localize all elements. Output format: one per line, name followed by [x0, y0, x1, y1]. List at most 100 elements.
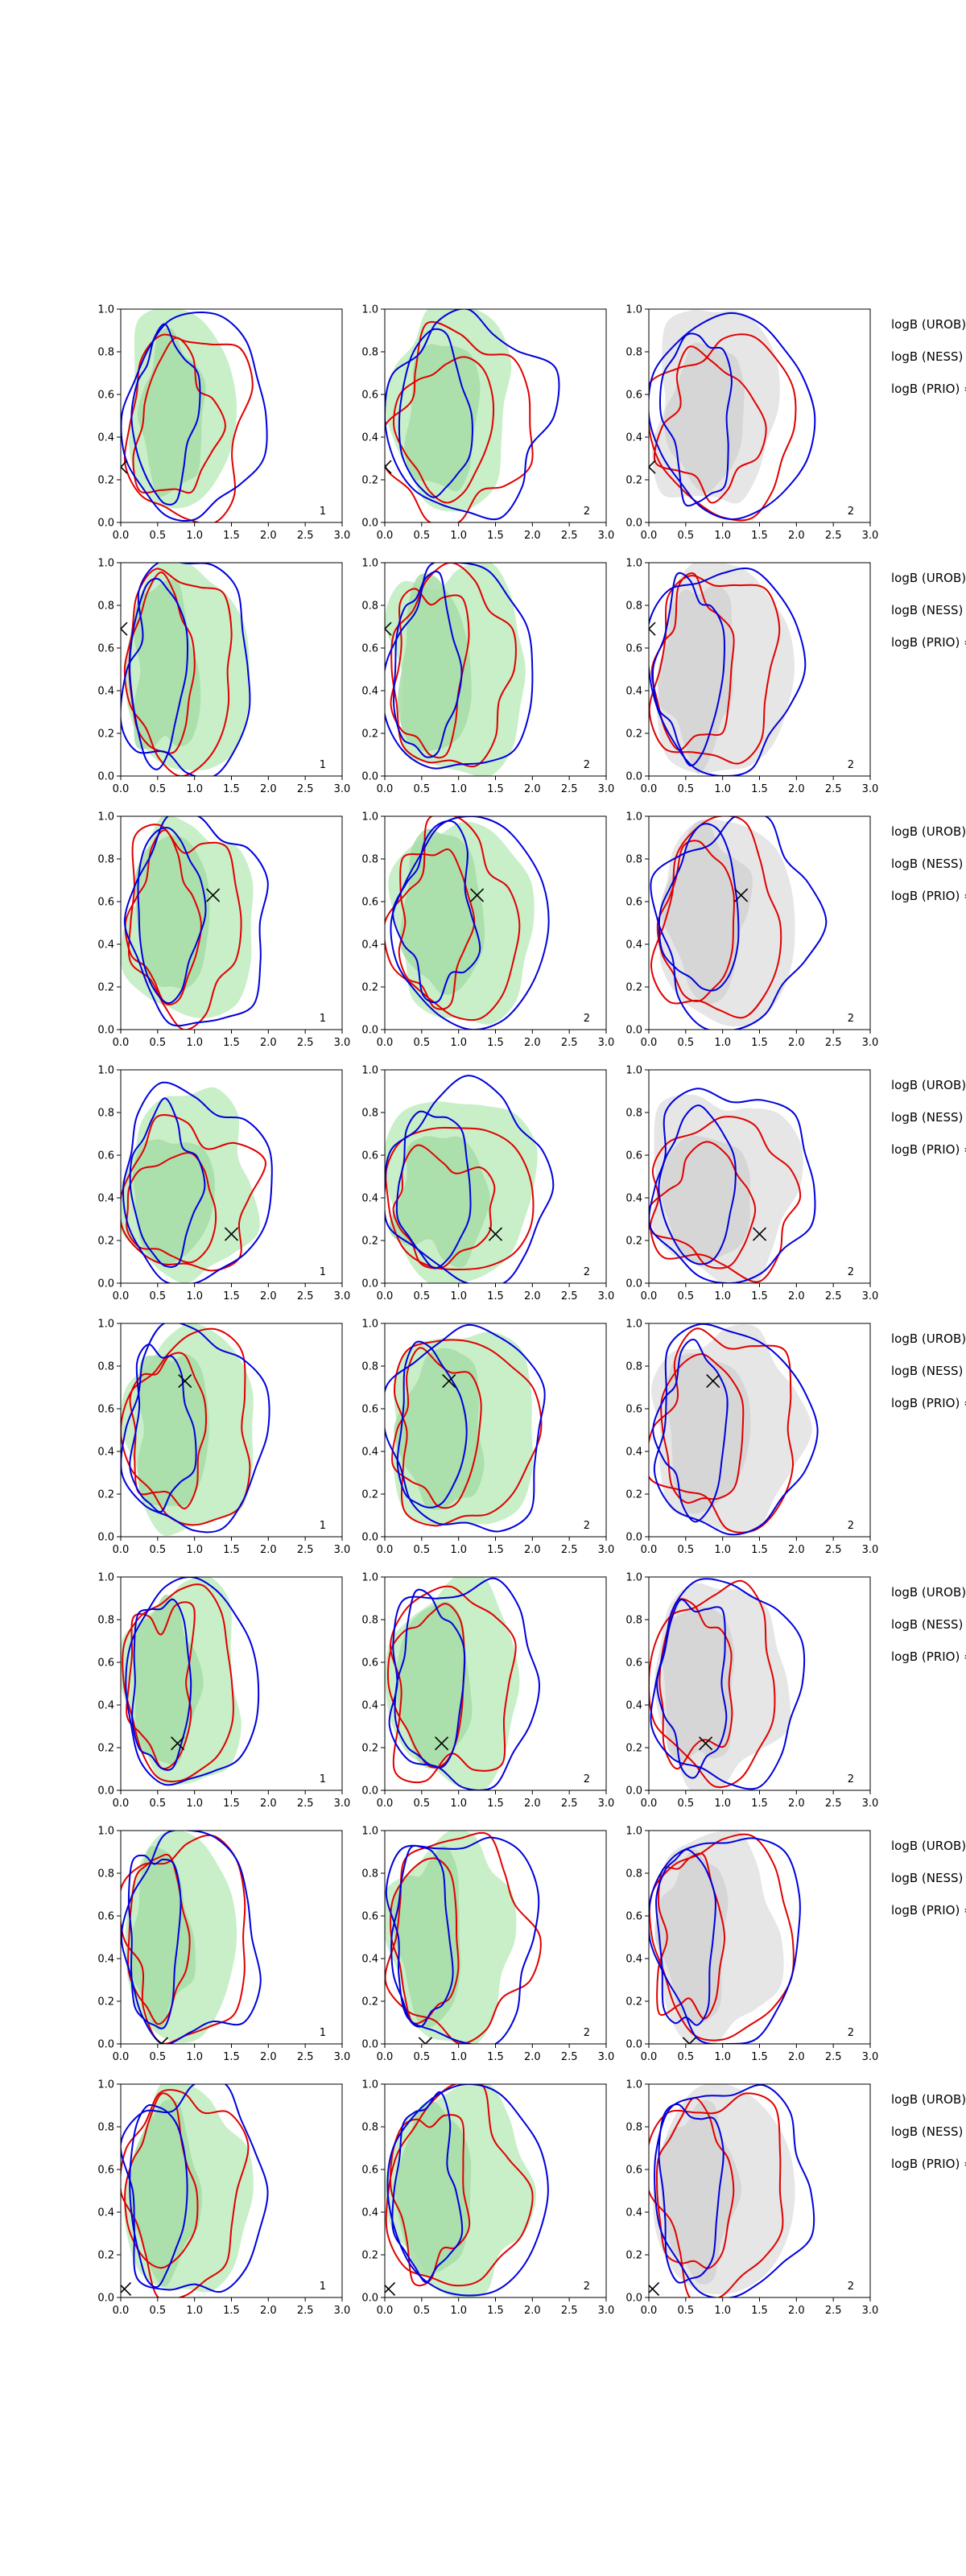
panel: 0.0 0.5 1.0 1.5 2.0 2.5 3.0 0.0 0.2 0.4 0.6 0.8 1.0 2	[625, 811, 878, 1050]
x-tick-label: 2.5	[561, 1798, 578, 1810]
x-tick-label: 2.0	[260, 783, 277, 795]
x-tick-label: 0.0	[113, 1798, 130, 1810]
contour-layer	[121, 1577, 260, 1786]
x-tick-label: 1.0	[714, 1798, 731, 1810]
y-tick-label: 1.0	[97, 304, 114, 316]
y-tick-label: 0.4	[625, 1700, 642, 1712]
x-tick-label: 2.5	[561, 1544, 578, 1556]
panel: 0.0 0.5 1.0 1.5 2.0 2.5 3.0 0.0 0.2 0.4 0.6 0.8 1.0 2	[361, 1572, 614, 1810]
x-tick-label: 0.5	[677, 2305, 694, 2317]
y-tick-label: 0.0	[625, 518, 642, 530]
x-tick-label: 2.0	[260, 2051, 277, 2063]
density-fill-inner	[134, 835, 210, 989]
red-contour-outer	[123, 568, 233, 776]
x-tick-label: 0.5	[677, 1037, 694, 1049]
x-tick-label: 0.0	[113, 1544, 130, 1556]
x-marker	[752, 1227, 767, 1241]
y-tick-label: 0.6	[625, 897, 642, 909]
x-tick-label: 2.5	[825, 2051, 842, 2063]
y-tick-label: 0.6	[97, 1911, 114, 1923]
blue-contour-outer	[121, 1831, 262, 2044]
panel: 0.0 0.5 1.0 1.5 2.0 2.5 3.0 0.0 0.2 0.4 0.6 0.8 1.0 2	[361, 811, 614, 1050]
contour-layer	[121, 1831, 262, 2044]
x-marker	[649, 621, 656, 636]
y-tick-label: 0.6	[361, 897, 378, 909]
y-tick-label: 0.6	[97, 643, 114, 655]
x-tick-label: 0.0	[377, 1037, 394, 1049]
y-tick-label: 1.0	[97, 1826, 114, 1838]
y-tick-label: 0.8	[97, 1615, 114, 1627]
x-tick-label: 2.0	[524, 2305, 541, 2317]
x-tick-label: 0.5	[149, 1037, 166, 1049]
x-tick-label: 3.0	[862, 1037, 879, 1049]
y-tick-label: 0.8	[625, 1868, 642, 1880]
red-contour-inner	[658, 1598, 733, 1770]
y-tick-label: 0.4	[361, 939, 378, 952]
x-tick-label: 2.0	[260, 1290, 277, 1302]
y-tick-label: 0.2	[625, 1743, 642, 1755]
contour-layer	[649, 309, 816, 522]
x-marker-stroke	[385, 628, 392, 636]
x-tick-label: 2.0	[524, 1290, 541, 1302]
x-marker-stroke	[154, 2037, 163, 2044]
x-tick-label: 1.5	[751, 783, 768, 795]
figure-row: 0.0 0.5 1.0 1.5 2.0 2.5 3.0 0.0 0.2 0.4 0.6 0.8 1.0 1…	[97, 1826, 966, 2064]
x-tick-label: 0.5	[149, 2305, 166, 2317]
x-marker-stroke	[224, 1227, 239, 1241]
x-tick-label: 2.0	[260, 1544, 277, 1556]
blue-contour-inner	[130, 323, 201, 506]
panel-tag: 1	[320, 1773, 326, 1785]
panel: 0.0 0.5 1.0 1.5 2.0 2.5 3.0 0.0 0.2 0.4 0.6 0.8 1.0 2	[361, 1826, 614, 2064]
x-marker	[171, 1736, 185, 1751]
y-tick-label: 0.6	[361, 390, 378, 402]
y-tick-label: 0.8	[97, 1361, 114, 1373]
blue-contour-inner	[398, 328, 473, 498]
x-tick-label: 2.0	[260, 2305, 277, 2317]
x-tick-label: 3.0	[598, 1290, 615, 1302]
blue-contour-inner	[658, 823, 740, 992]
x-tick-label: 2.5	[297, 1037, 314, 1049]
panel-tag: 2	[848, 506, 854, 518]
y-tick-label: 1.0	[625, 1065, 642, 1077]
panel: 0.0 0.5 1.0 1.5 2.0 2.5 3.0 0.0 0.2 0.4 0.6 0.8 1.0 1	[97, 558, 350, 796]
contour-layer	[121, 816, 269, 1030]
y-tick-label: 1.0	[361, 1826, 378, 1838]
x-tick-label: 1.0	[450, 2305, 467, 2317]
y-tick-label: 0.6	[625, 643, 642, 655]
y-tick-label: 0.4	[361, 1193, 378, 1205]
blue-contour-outer	[385, 563, 534, 770]
x-tick-label: 1.5	[751, 1798, 768, 1810]
x-tick-label: 1.0	[714, 530, 731, 542]
logb-label: logB (UROB) =	[891, 1078, 966, 1092]
y-tick-label: 0.0	[361, 2293, 378, 2305]
x-tick-label: 0.5	[413, 1798, 430, 1810]
y-tick-label: 1.0	[361, 811, 378, 824]
y-tick-label: 0.4	[625, 939, 642, 952]
y-tick-label: 0.6	[361, 1657, 378, 1670]
blue-contour-outer	[123, 816, 269, 1027]
y-tick-label: 0.2	[361, 2250, 378, 2262]
contour-layer	[121, 2084, 269, 2297]
red-contour-outer	[122, 1583, 234, 1783]
x-tick-label: 2.0	[260, 1798, 277, 1810]
x-tick-label: 3.0	[862, 1544, 879, 1556]
logb-label: logB (NESS) =	[891, 349, 966, 364]
logb-label: logB (NESS) =	[891, 2124, 966, 2139]
blue-contour-inner	[137, 827, 207, 1005]
x-marker-stroke	[649, 465, 656, 474]
x-tick-label: 0.0	[377, 783, 394, 795]
blue-contour-inner	[656, 1599, 728, 1779]
x-tick-label: 0.0	[377, 2051, 394, 2063]
x-marker	[488, 1227, 503, 1241]
x-marker-stroke	[178, 1373, 192, 1389]
y-tick-label: 0.2	[625, 1996, 642, 2008]
logb-label: logB (PRIO) =	[891, 1903, 966, 1918]
blue-contour-outer	[649, 1837, 801, 2044]
x-tick-label: 3.0	[334, 783, 351, 795]
y-tick-label: 0.2	[361, 475, 378, 487]
x-marker	[470, 888, 485, 902]
y-tick-label: 0.6	[97, 390, 114, 402]
contour-layer	[385, 1831, 542, 2044]
logb-label: logB (NESS) =	[891, 1110, 966, 1125]
blue-contour-inner	[651, 572, 726, 767]
